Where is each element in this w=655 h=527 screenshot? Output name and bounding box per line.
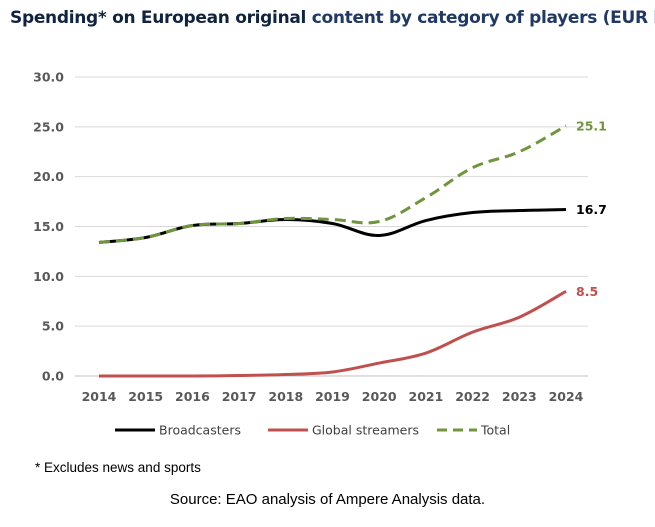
y-tick-label: 5.0 <box>42 319 64 334</box>
x-tick-label: 2019 <box>315 389 350 404</box>
legend: Broadcasters Global streamers Total <box>115 423 510 438</box>
end-labels: 16.7 8.5 25.1 <box>576 118 607 298</box>
x-tick-label: 2023 <box>502 389 537 404</box>
source-note: Source: EAO analysis of Ampere Analysis … <box>169 491 486 508</box>
legend-label-total: Total <box>480 423 510 438</box>
series-lines <box>98 124 567 378</box>
y-tick-label: 15.0 <box>33 219 64 234</box>
footnote: * Excludes news and sports <box>35 460 201 475</box>
end-label-broadcasters: 16.7 <box>576 202 607 217</box>
x-tick-label: 2014 <box>82 389 117 404</box>
x-tick-label: 2022 <box>455 389 490 404</box>
x-tick-label: 2018 <box>268 389 303 404</box>
y-tick-label: 0.0 <box>42 369 64 384</box>
y-tick-label: 25.0 <box>33 119 64 134</box>
x-tick-label: 2016 <box>175 389 210 404</box>
chart-title-part1: Spending* on European original <box>10 8 307 28</box>
legend-label-broadcasters: Broadcasters <box>159 423 241 438</box>
y-tick-label: 10.0 <box>33 269 64 284</box>
y-tick-label: 30.0 <box>33 70 64 85</box>
y-tick-label: 20.0 <box>33 169 64 184</box>
series-line-broadcasters <box>98 208 567 244</box>
x-tick-label: 2024 <box>549 389 584 404</box>
chart-title: Spending* on European original content b… <box>10 8 655 28</box>
legend-label-global-streamers: Global streamers <box>312 423 419 438</box>
end-label-global-streamers: 8.5 <box>576 284 598 299</box>
x-tick-label: 2020 <box>362 389 397 404</box>
x-tick-label: 2015 <box>128 389 163 404</box>
x-tick-label: 2021 <box>409 389 444 404</box>
line-chart: 0.05.010.015.020.025.030.0 2014 2015 2016 2… <box>33 70 607 438</box>
x-axis-ticks: 2014 2015 2016 2017 2018 2019 2020 2021 2022 2023… <box>82 389 584 404</box>
gridlines <box>75 76 588 377</box>
chart-title-part2: content by category of players (EUR bn) <box>311 8 655 28</box>
end-label-total: 25.1 <box>576 118 607 133</box>
y-axis-ticks: 0.0 5.0 10.0 15.0 20.0 25.0 30.0 <box>33 70 64 384</box>
x-tick-label: 2017 <box>222 389 257 404</box>
series-line-global-streamers <box>99 289 567 378</box>
